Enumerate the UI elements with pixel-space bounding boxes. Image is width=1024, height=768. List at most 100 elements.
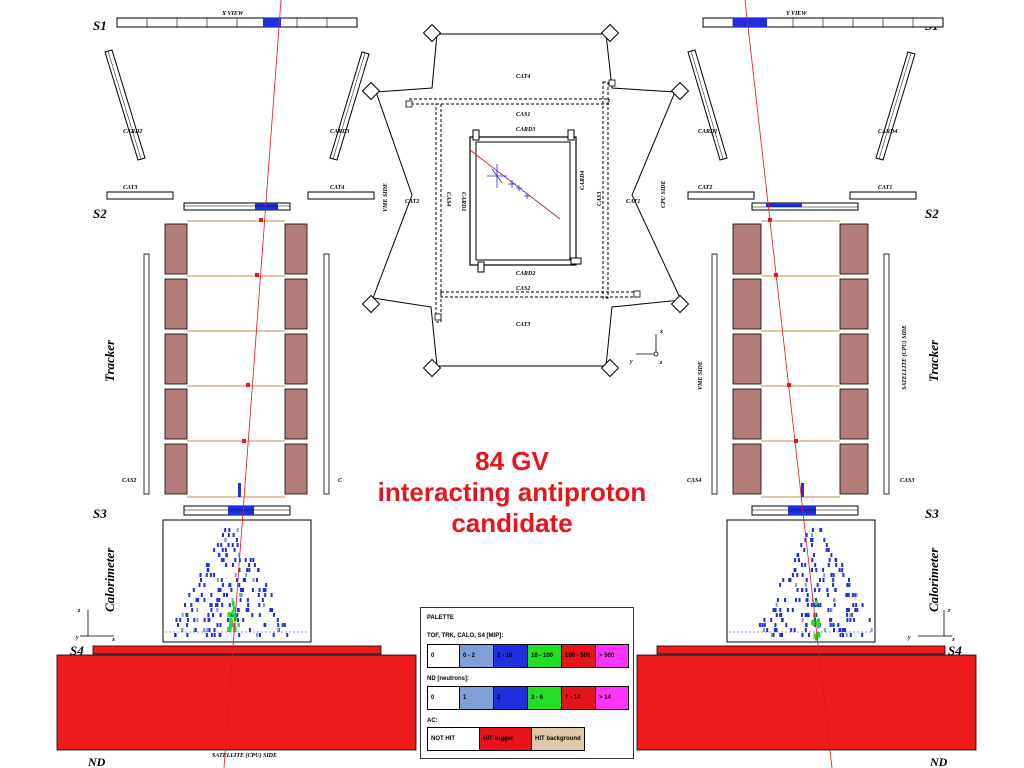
calo-strip bbox=[185, 613, 188, 617]
calo-strip bbox=[246, 598, 249, 602]
calo-strip bbox=[846, 583, 849, 587]
calo-strip bbox=[776, 598, 779, 602]
calo-strip bbox=[216, 608, 219, 612]
track-hits-left bbox=[242, 218, 263, 443]
ac_bins-cell-0: NOT HIT bbox=[428, 728, 480, 750]
calo-strip bbox=[815, 598, 817, 602]
calo-strip bbox=[223, 593, 226, 597]
calo-strip bbox=[779, 608, 782, 612]
calo-strip bbox=[186, 623, 189, 627]
calo-core-strip bbox=[811, 619, 815, 625]
calo-strip bbox=[231, 543, 234, 547]
calo-strip bbox=[870, 628, 873, 632]
calo-strip bbox=[219, 623, 222, 627]
calo-strip bbox=[244, 578, 246, 582]
calo-strip bbox=[218, 553, 221, 557]
calo-strip bbox=[772, 633, 775, 637]
calo-strip bbox=[235, 538, 238, 542]
calo-strip bbox=[252, 558, 255, 562]
calo-strip bbox=[246, 568, 249, 572]
card-corners bbox=[472, 129, 582, 273]
card2-slab-left bbox=[104, 49, 146, 161]
calo-strip bbox=[832, 573, 835, 577]
calo-strip bbox=[784, 598, 786, 602]
calo-core-strip bbox=[228, 612, 231, 618]
calo-strip bbox=[240, 593, 243, 597]
calo-strip bbox=[845, 593, 848, 597]
calo-strip bbox=[198, 583, 201, 587]
calo-strip bbox=[856, 608, 859, 612]
calorimeter-box-right bbox=[726, 519, 876, 643]
calo-strip bbox=[823, 538, 826, 542]
calo-strip bbox=[213, 628, 216, 632]
calo-strip bbox=[190, 603, 193, 607]
calo-strip bbox=[221, 548, 224, 552]
calo-strip bbox=[269, 608, 272, 612]
top-axis-x: x bbox=[659, 329, 663, 335]
calo-strip bbox=[181, 628, 184, 632]
calo-strip bbox=[848, 578, 850, 582]
calo-strip bbox=[841, 563, 844, 567]
calo-strip bbox=[219, 588, 222, 592]
calo-core-strip bbox=[233, 606, 236, 612]
calo-strip bbox=[831, 623, 834, 627]
calo-strip bbox=[826, 593, 829, 597]
calo-strip bbox=[207, 563, 210, 567]
calo-strip bbox=[195, 598, 198, 602]
calo-strip bbox=[772, 608, 775, 612]
calo-strip bbox=[245, 608, 248, 612]
calo-strip bbox=[224, 548, 227, 552]
calo-strip bbox=[225, 563, 228, 567]
calo-strip bbox=[206, 568, 209, 572]
calo-strip bbox=[203, 598, 206, 602]
calo-strip bbox=[188, 593, 191, 597]
calo-strip bbox=[806, 613, 809, 617]
calo-strip bbox=[249, 558, 252, 562]
calo-strip bbox=[849, 618, 852, 622]
track-left bbox=[223, 0, 282, 768]
calo-core-strip bbox=[814, 600, 818, 606]
calo-strip bbox=[216, 603, 219, 607]
calo-strip bbox=[837, 623, 840, 627]
calo-strip bbox=[265, 583, 268, 587]
axes-top bbox=[636, 334, 659, 357]
calo-strip bbox=[847, 608, 850, 612]
calorimeter-hits-left bbox=[165, 528, 309, 637]
calo-strip bbox=[763, 618, 766, 622]
calo-strip bbox=[766, 628, 769, 632]
calo-strip bbox=[829, 623, 832, 627]
s1-hit-left bbox=[263, 18, 281, 27]
calo-strip bbox=[822, 578, 825, 582]
tracker-pads-right bbox=[732, 223, 869, 495]
calo-strip bbox=[805, 588, 808, 592]
calo-strip bbox=[868, 618, 871, 622]
calo-strip bbox=[830, 608, 833, 612]
calo-strip bbox=[244, 558, 247, 562]
tracker-planes-left bbox=[187, 220, 285, 498]
cat3-label-left: CAT3 bbox=[123, 185, 137, 191]
calo-strip bbox=[210, 608, 213, 612]
calo-strip bbox=[248, 628, 251, 632]
cat2-label-right: CAT2 bbox=[698, 185, 712, 191]
nd-label-right: ND bbox=[929, 755, 948, 768]
calo-strip bbox=[814, 563, 817, 567]
calo-strip bbox=[209, 573, 212, 577]
calo-strip bbox=[832, 578, 835, 582]
calo-strip bbox=[804, 563, 807, 567]
calo-strip bbox=[177, 623, 179, 627]
calo-strip bbox=[257, 568, 260, 572]
top-cat1: CAT1 bbox=[626, 199, 640, 205]
calo-strip bbox=[827, 608, 830, 612]
calo-strip bbox=[231, 598, 234, 602]
calo-strip bbox=[237, 618, 239, 622]
palette-nd-label: ND [neutrons]: bbox=[427, 676, 469, 682]
s3-label-right: S3 bbox=[925, 506, 939, 521]
calo-strip bbox=[832, 583, 835, 587]
calo-strip bbox=[258, 633, 261, 637]
calo-strip bbox=[264, 623, 267, 627]
calo-strip bbox=[785, 623, 788, 627]
calo-strip bbox=[810, 603, 813, 607]
calo-strip bbox=[811, 538, 814, 542]
